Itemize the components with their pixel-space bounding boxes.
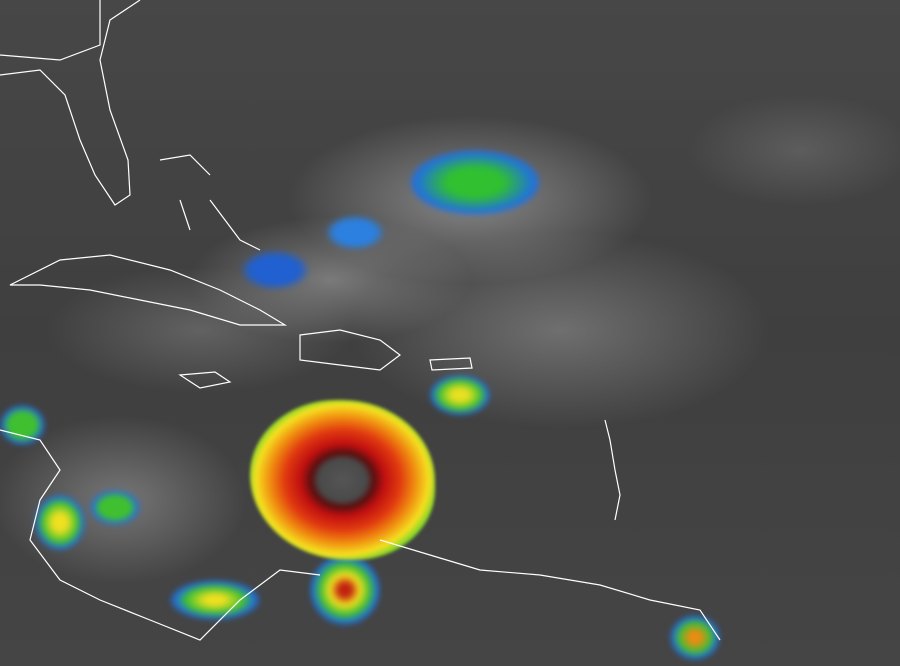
south-america-coast — [379, 539, 721, 641]
cloud-cluster — [325, 215, 385, 250]
hispaniola-coastline — [299, 329, 401, 371]
cloud-cluster — [35, 495, 85, 550]
hurricane — [250, 400, 435, 560]
lesser-antilles — [604, 419, 621, 521]
cloud-cluster — [90, 490, 140, 525]
jamaica-coastline — [178, 371, 232, 389]
cloud-cluster — [170, 580, 260, 620]
cuba-coastline — [9, 254, 288, 326]
central-america-coast — [0, 429, 321, 641]
us-coast — [0, 0, 101, 61]
cloud-cluster — [310, 555, 380, 625]
florida-coastline — [0, 0, 141, 206]
cloud-cluster — [410, 150, 540, 215]
cloud-cluster — [670, 615, 720, 660]
cloud-cluster — [430, 375, 490, 415]
bahamas — [159, 154, 261, 251]
cloud-cluster — [240, 250, 310, 290]
cloud-cluster — [0, 405, 45, 445]
puerto-rico-coastline — [429, 357, 473, 371]
